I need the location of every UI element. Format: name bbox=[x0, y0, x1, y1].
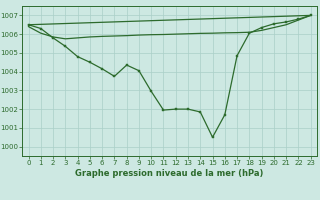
X-axis label: Graphe pression niveau de la mer (hPa): Graphe pression niveau de la mer (hPa) bbox=[76, 169, 264, 178]
